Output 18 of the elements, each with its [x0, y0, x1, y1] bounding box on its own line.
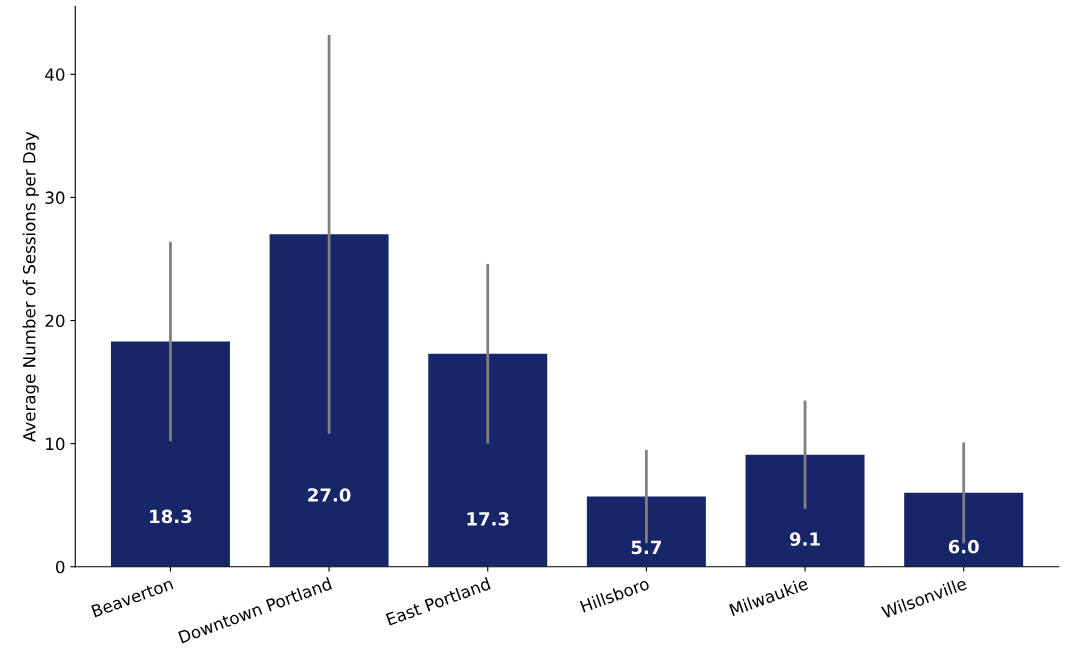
data-label: 17.3: [467, 512, 509, 526]
data-label: 18.3: [150, 509, 192, 524]
data-label: 5.7: [631, 540, 661, 555]
data-label: 9.1: [789, 532, 820, 546]
y-tick-label: 30: [45, 191, 65, 204]
bar: [110, 341, 230, 567]
y-tick-label: 10: [46, 437, 65, 451]
bar: [269, 234, 389, 567]
y-tick-label: 20: [45, 314, 65, 328]
data-label: 27.0: [308, 488, 351, 502]
y-tick-label: 0: [56, 560, 65, 574]
y-axis-title: Average Number of Sessions per Day: [22, 131, 39, 442]
y-tick-label: 40: [45, 68, 65, 81]
bar: [428, 353, 548, 567]
bar: [904, 492, 1024, 567]
bar: [586, 496, 706, 567]
data-label: 6.0: [948, 539, 979, 554]
bar: [745, 454, 865, 567]
